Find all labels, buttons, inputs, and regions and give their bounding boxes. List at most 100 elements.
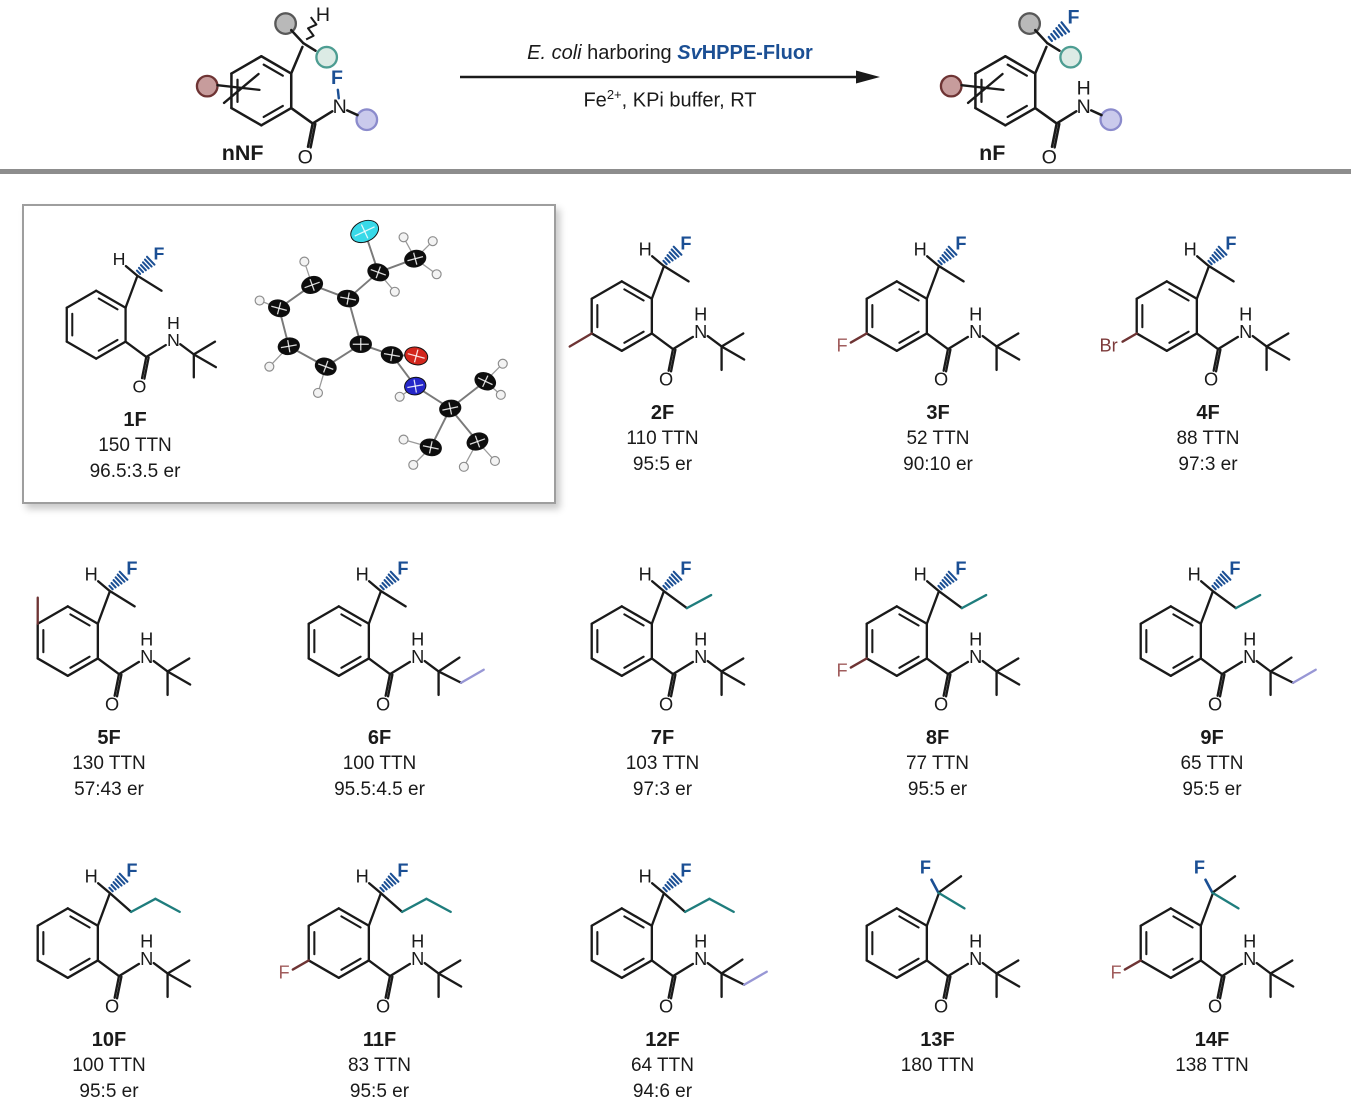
- compound-label: 5F: [97, 727, 121, 750]
- compound-label: 10F: [91, 1029, 127, 1052]
- compound-er: 90:10 er: [903, 454, 973, 476]
- svg-text:F: F: [680, 233, 691, 253]
- compound-er: 95:5 er: [1182, 779, 1242, 801]
- compound-er: 95:5 er: [632, 454, 693, 476]
- svg-text:F: F: [680, 558, 691, 578]
- svg-text:N: N: [140, 949, 153, 969]
- svg-text:H: H: [1188, 564, 1201, 584]
- svg-text:N: N: [140, 647, 153, 667]
- svg-text:O: O: [658, 997, 672, 1017]
- svg-text:H: H: [1077, 78, 1091, 100]
- svg-text:O: O: [933, 997, 947, 1017]
- svg-text:F: F: [397, 558, 408, 578]
- compound-label: 6F: [367, 727, 392, 750]
- compound-er: 95:5 er: [907, 779, 968, 801]
- svg-text:H: H: [316, 4, 330, 26]
- svg-text:H: H: [969, 304, 982, 324]
- svg-text:H: H: [969, 629, 982, 649]
- svg-text:F: F: [331, 67, 343, 89]
- svg-text:Br: Br: [1100, 336, 1118, 356]
- svg-text:O: O: [1208, 695, 1222, 715]
- compound-label: 12F: [645, 1029, 680, 1052]
- svg-text:H: H: [355, 564, 368, 584]
- compound-label: 11F: [362, 1029, 397, 1052]
- svg-text:H: H: [694, 931, 707, 951]
- svg-text:F: F: [126, 558, 137, 578]
- compound-ttn: 100 TTN: [72, 1055, 146, 1077]
- svg-text:H: H: [638, 239, 651, 259]
- compound-er: 97:3 er: [1178, 454, 1238, 476]
- svg-text:F: F: [397, 860, 408, 880]
- svg-text:N: N: [694, 322, 707, 342]
- svg-text:O: O: [105, 997, 119, 1017]
- svg-text:H: H: [85, 564, 98, 584]
- svg-text:H: H: [1243, 629, 1256, 649]
- svg-text:H: H: [969, 931, 982, 951]
- svg-text:N: N: [1239, 322, 1252, 342]
- svg-text:N: N: [694, 647, 707, 667]
- compound-er: 95.5:4.5 er: [334, 779, 425, 801]
- compound-label: 7F: [650, 727, 675, 750]
- organism-name: E. coli: [527, 42, 582, 64]
- compound-ttn: 77 TTN: [905, 753, 969, 775]
- compound-label: 1F: [123, 409, 147, 432]
- svg-text:O: O: [133, 377, 147, 397]
- svg-text:O: O: [658, 695, 672, 715]
- compound-er: 97:3 er: [632, 779, 693, 801]
- reaction-conditions: E. coli harboring SvHPPE-Fluor Fe2+, KPi…: [458, 42, 882, 113]
- svg-text:F: F: [919, 858, 930, 878]
- svg-text:N: N: [1243, 647, 1256, 667]
- svg-text:H: H: [167, 313, 180, 333]
- compound-ttn: 103 TTN: [625, 753, 700, 775]
- compound-ttn: 150 TTN: [98, 435, 172, 457]
- svg-text:nF: nF: [979, 141, 1005, 165]
- svg-text:F: F: [1111, 963, 1122, 983]
- svg-text:H: H: [1239, 304, 1252, 324]
- svg-text:H: H: [85, 866, 98, 886]
- svg-text:F: F: [278, 963, 289, 983]
- svg-text:N: N: [1243, 949, 1256, 969]
- compound-ttn: 64 TTN: [630, 1055, 694, 1077]
- svg-text:N: N: [1077, 96, 1091, 118]
- compound-label: 2F: [650, 402, 675, 425]
- svg-text:N: N: [694, 949, 707, 969]
- svg-text:F: F: [955, 233, 966, 253]
- svg-text:N: N: [333, 96, 347, 118]
- section-divider: [0, 169, 1351, 174]
- svg-text:H: H: [411, 629, 424, 649]
- svg-text:N: N: [411, 949, 424, 969]
- compound-ttn: 100 TTN: [342, 753, 417, 775]
- conditions-line1: E. coli harboring SvHPPE-Fluor: [458, 42, 882, 65]
- compound-label: 14F: [1194, 1029, 1230, 1052]
- svg-text:O: O: [934, 370, 948, 390]
- compound-cell-4F: H F O N H Br 4F 88 TTN 97:3 er: [1088, 205, 1328, 478]
- svg-text:F: F: [126, 860, 137, 880]
- svg-text:O: O: [375, 997, 389, 1017]
- compound-ttn: 180 TTN: [900, 1055, 975, 1077]
- compound-ttn: 52 TTN: [906, 428, 970, 450]
